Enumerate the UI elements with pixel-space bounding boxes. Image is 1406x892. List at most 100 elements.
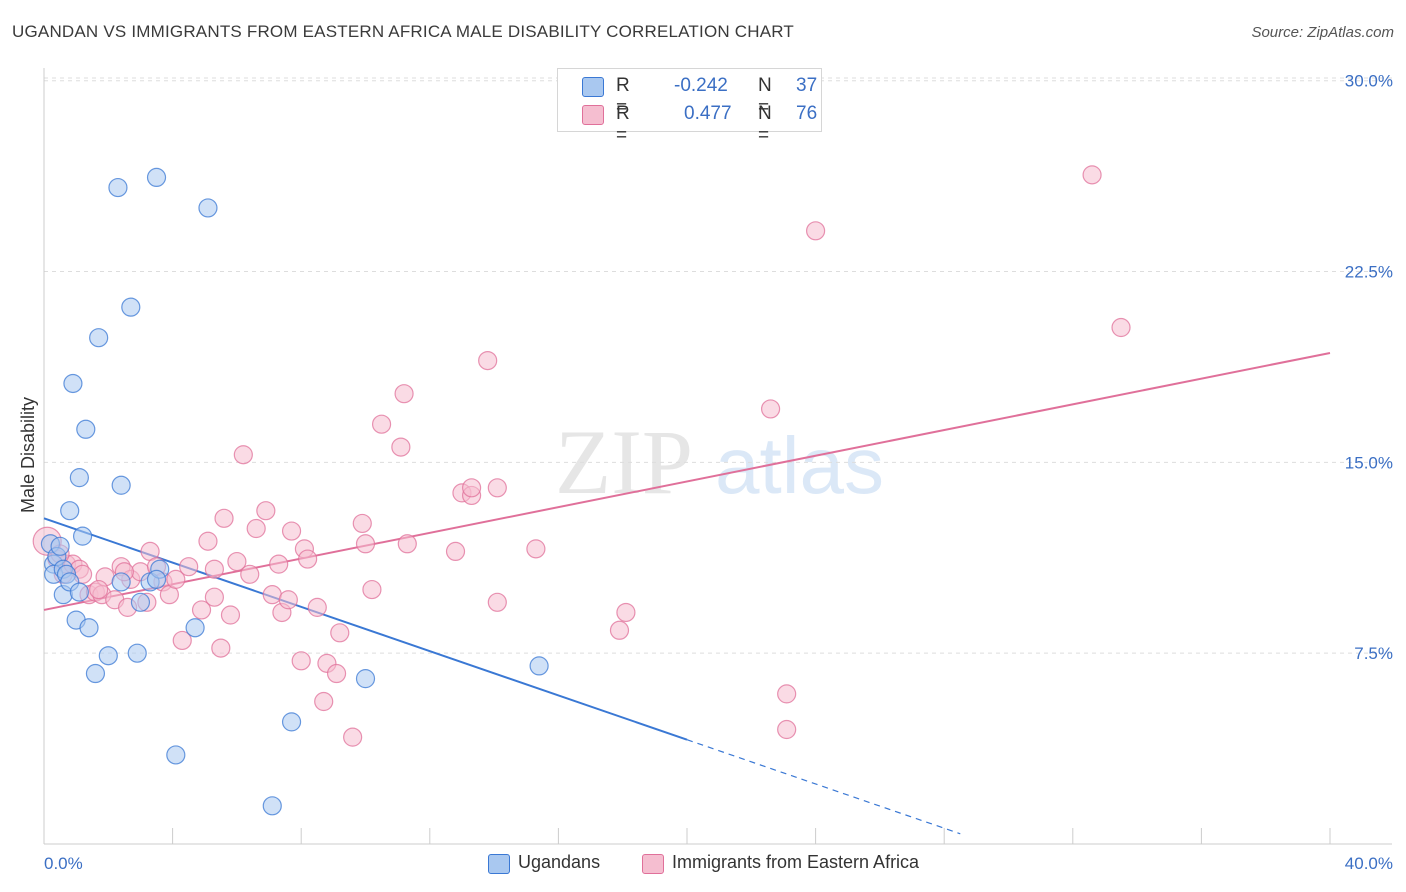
legend-swatch-pink	[582, 105, 604, 125]
point-immigrants	[246, 518, 266, 539]
point-ugandans	[63, 373, 83, 394]
chart-title: UGANDAN VS IMMIGRANTS FROM EASTERN AFRIC…	[12, 22, 795, 41]
point-immigrants	[330, 623, 350, 643]
y-tick-label: 30.0%	[1345, 72, 1393, 91]
point-ugandans	[146, 167, 167, 188]
point-ugandans	[130, 592, 151, 612]
point-ugandans	[262, 796, 282, 816]
bottom-legend-swatch-blue	[488, 854, 510, 874]
y-tick-label: 15.0%	[1345, 453, 1393, 472]
point-immigrants	[777, 719, 797, 740]
point-ugandans	[76, 419, 96, 439]
y-tick-label: 7.5%	[1354, 644, 1393, 663]
chart-source: Source: ZipAtlas.com	[1251, 24, 1394, 41]
point-ugandans	[69, 582, 89, 602]
watermark-atlas: atlas	[715, 421, 884, 510]
legend-n-value: 37	[796, 75, 818, 96]
point-ugandans	[127, 643, 147, 663]
point-ugandans	[355, 669, 376, 689]
point-immigrants	[391, 437, 411, 457]
point-immigrants	[291, 651, 311, 671]
legend-r-value: 0.477	[684, 103, 732, 124]
point-immigrants	[326, 663, 347, 684]
point-ugandans	[146, 569, 167, 589]
legend-n-value: 76	[796, 103, 818, 124]
bottom-legend-label: Ugandans	[518, 852, 601, 872]
point-ugandans	[85, 663, 106, 684]
y-tick-label: 22.5%	[1345, 263, 1393, 282]
point-immigrants	[211, 638, 231, 658]
point-ugandans	[111, 572, 131, 592]
point-immigrants	[371, 414, 392, 434]
point-ugandans	[60, 501, 80, 521]
point-ugandans	[198, 198, 218, 218]
point-immigrants	[198, 531, 218, 551]
watermark: ZIP atlas	[555, 411, 884, 513]
legend-r-value: -0.242	[674, 75, 728, 96]
tick-labels: 7.5% 15.0% 22.5% 30.0% 0.0% 40.0%	[44, 72, 1393, 873]
point-immigrants	[526, 539, 546, 559]
point-immigrants	[191, 600, 212, 620]
point-immigrants	[233, 445, 253, 465]
point-immigrants	[445, 541, 466, 562]
point-immigrants	[314, 691, 334, 712]
point-immigrants	[179, 557, 199, 577]
point-immigrants	[461, 478, 482, 498]
x-tick-label: 0.0%	[44, 854, 83, 873]
axes	[43, 68, 1392, 845]
point-ugandans	[72, 526, 93, 546]
y-axis-label: Male Disability	[18, 397, 38, 513]
point-ugandans	[166, 745, 186, 765]
point-immigrants	[278, 590, 298, 610]
point-ugandans	[79, 618, 99, 638]
point-immigrants	[487, 592, 507, 612]
legend-r-label: R =	[616, 103, 630, 146]
point-immigrants	[352, 513, 372, 534]
point-immigrants	[166, 569, 186, 589]
point-immigrants	[89, 579, 109, 600]
point-immigrants	[269, 554, 289, 574]
point-ugandans	[89, 328, 109, 348]
point-immigrants	[355, 534, 376, 554]
point-immigrants	[262, 585, 282, 605]
trend-line-ugandans-extension	[686, 739, 961, 835]
point-immigrants	[362, 579, 382, 600]
point-ugandans	[281, 712, 302, 732]
point-immigrants	[204, 559, 224, 579]
point-immigrants	[478, 350, 498, 371]
point-immigrants	[307, 597, 327, 617]
point-immigrants	[281, 521, 302, 541]
point-immigrants	[214, 508, 234, 528]
point-immigrants	[1111, 317, 1131, 338]
point-immigrants	[616, 602, 636, 623]
point-immigrants	[805, 221, 826, 241]
x-tick-label: 40.0%	[1345, 854, 1393, 873]
bottom-legend-label: Immigrants from Eastern Africa	[672, 852, 920, 872]
point-immigrants	[777, 684, 797, 704]
correlation-legend: R = -0.242 N = 37 R = 0.477 N = 76	[557, 68, 822, 146]
point-immigrants	[343, 727, 363, 747]
point-ugandans	[121, 297, 141, 317]
bottom-legend-swatch-pink	[642, 854, 664, 874]
point-immigrants	[609, 620, 630, 640]
point-immigrants	[256, 501, 276, 521]
legend-swatch-blue	[582, 77, 604, 97]
point-immigrants	[760, 399, 781, 419]
point-immigrants	[220, 605, 241, 625]
point-immigrants	[487, 478, 507, 498]
point-immigrants	[172, 630, 192, 651]
point-immigrants	[1082, 165, 1102, 185]
point-ugandans	[98, 646, 118, 666]
data-points	[32, 165, 1131, 816]
point-ugandans	[185, 618, 205, 638]
point-immigrants	[394, 384, 414, 404]
point-ugandans	[529, 656, 549, 676]
point-immigrants	[227, 551, 247, 572]
legend-r-label: R =	[616, 75, 630, 118]
point-ugandans	[111, 475, 131, 495]
point-ugandans	[69, 468, 89, 488]
point-immigrants	[240, 564, 260, 584]
point-immigrants	[204, 587, 224, 607]
point-ugandans	[108, 177, 128, 198]
